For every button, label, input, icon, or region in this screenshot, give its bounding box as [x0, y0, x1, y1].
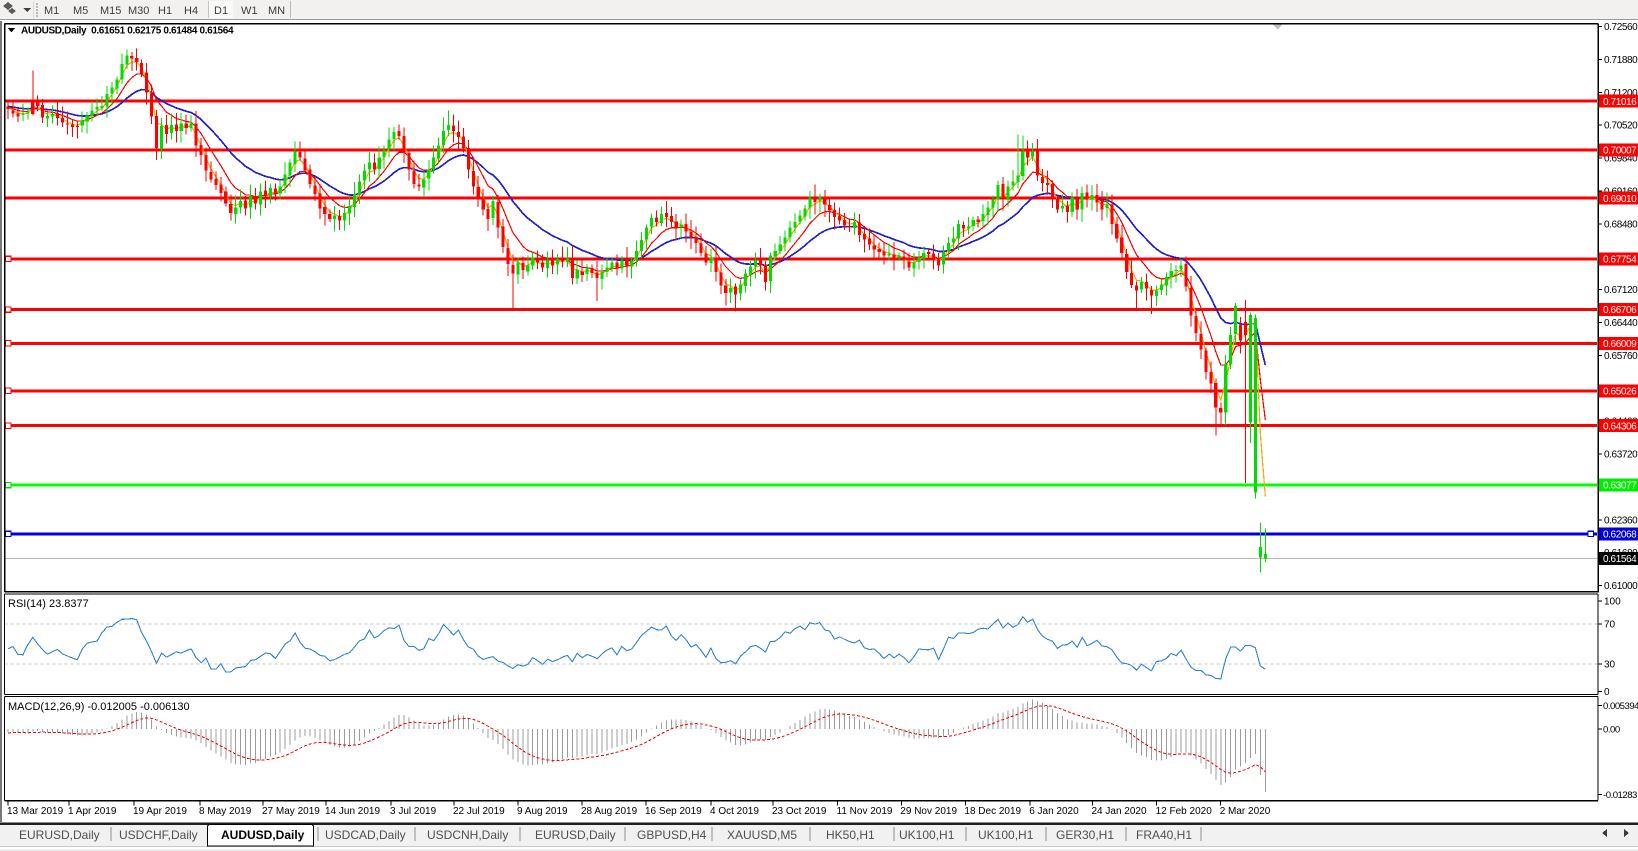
svg-text:4 Oct 2019: 4 Oct 2019 [710, 806, 759, 817]
svg-text:18 Dec 2019: 18 Dec 2019 [964, 806, 1021, 817]
svg-text:FRA40,H1: FRA40,H1 [1136, 828, 1192, 842]
svg-text:M30: M30 [128, 5, 149, 17]
svg-text:0.65760: 0.65760 [1604, 351, 1638, 362]
svg-text:0.62068: 0.62068 [1603, 530, 1637, 541]
svg-text:12 Feb 2020: 12 Feb 2020 [1156, 806, 1213, 817]
svg-text:GER30,H1: GER30,H1 [1056, 828, 1114, 842]
svg-text:0.67120: 0.67120 [1604, 285, 1638, 296]
svg-text:0.61000: 0.61000 [1604, 581, 1638, 592]
svg-text:3 Jul 2019: 3 Jul 2019 [390, 806, 437, 817]
svg-text:16 Sep 2019: 16 Sep 2019 [645, 806, 702, 817]
svg-text:0.71200: 0.71200 [1604, 88, 1638, 99]
svg-text:2 Mar 2020: 2 Mar 2020 [1220, 806, 1271, 817]
svg-text:6 Jan 2020: 6 Jan 2020 [1029, 806, 1079, 817]
svg-text:0.63720: 0.63720 [1604, 450, 1638, 461]
svg-text:EURUSD,Daily: EURUSD,Daily [535, 828, 616, 842]
svg-text:30: 30 [1604, 660, 1616, 671]
svg-text:0.005394: 0.005394 [1603, 701, 1638, 712]
svg-text:0.67754: 0.67754 [1603, 255, 1637, 266]
svg-text:0.72560: 0.72560 [1604, 22, 1638, 33]
svg-text:0.64306: 0.64306 [1603, 421, 1637, 432]
svg-text:M5: M5 [73, 5, 88, 17]
svg-text:8 May 2019: 8 May 2019 [199, 806, 252, 817]
svg-text:14 Jun 2019: 14 Jun 2019 [325, 806, 380, 817]
svg-text:0.70007: 0.70007 [1603, 146, 1637, 157]
svg-text:22 Jul 2019: 22 Jul 2019 [453, 806, 505, 817]
svg-text:AUDUSD,Daily 0.61651 0.62175: AUDUSD,Daily 0.61651 0.62175 0.61484 0.6… [21, 26, 234, 37]
svg-text:UK100,H1: UK100,H1 [899, 828, 955, 842]
svg-text:27 May 2019: 27 May 2019 [262, 806, 320, 817]
svg-text:0: 0 [1604, 687, 1610, 698]
svg-text:0.70520: 0.70520 [1604, 121, 1638, 132]
svg-text:28 Aug 2019: 28 Aug 2019 [581, 806, 638, 817]
svg-text:MACD(12,26,9) -0.012005 -0.006: MACD(12,26,9) -0.012005 -0.006130 [8, 701, 190, 713]
svg-text:H4: H4 [184, 5, 198, 17]
svg-text:H1: H1 [158, 5, 172, 17]
svg-text:0.00: 0.00 [1603, 725, 1620, 736]
svg-text:100: 100 [1604, 597, 1621, 608]
svg-text:XAUUSD,M5: XAUUSD,M5 [727, 828, 797, 842]
svg-text:USDCAD,Daily: USDCAD,Daily [325, 828, 406, 842]
svg-text:USDCHF,Daily: USDCHF,Daily [119, 828, 198, 842]
svg-text:MN: MN [268, 5, 285, 17]
svg-text:M15: M15 [100, 5, 121, 17]
svg-text:0.65026: 0.65026 [1603, 386, 1637, 397]
svg-text:19 Apr 2019: 19 Apr 2019 [133, 806, 187, 817]
svg-text:9 Aug 2019: 9 Aug 2019 [517, 806, 568, 817]
svg-text:70: 70 [1604, 620, 1616, 631]
svg-text:0.62360: 0.62360 [1604, 515, 1638, 526]
svg-text:0.63077: 0.63077 [1603, 481, 1637, 492]
svg-text:0.69010: 0.69010 [1603, 194, 1637, 205]
svg-text:1 Apr 2019: 1 Apr 2019 [68, 806, 117, 817]
svg-text:RSI(14) 23.8377: RSI(14) 23.8377 [8, 598, 89, 610]
svg-text:13 Mar 2019: 13 Mar 2019 [7, 806, 64, 817]
svg-text:24 Jan 2020: 24 Jan 2020 [1092, 806, 1147, 817]
svg-text:GBPUSD,H4: GBPUSD,H4 [637, 828, 707, 842]
svg-text:D1: D1 [214, 5, 228, 17]
svg-text:0.66009: 0.66009 [1603, 339, 1637, 350]
svg-text:23 Oct 2019: 23 Oct 2019 [772, 806, 827, 817]
svg-text:0.66440: 0.66440 [1604, 318, 1638, 329]
svg-text:AUDUSD,Daily: AUDUSD,Daily [221, 828, 305, 842]
svg-text:UK100,H1: UK100,H1 [978, 828, 1034, 842]
svg-text:0.68480: 0.68480 [1604, 219, 1638, 230]
svg-text:0.66706: 0.66706 [1603, 305, 1637, 316]
svg-text:M1: M1 [44, 5, 59, 17]
svg-text:0.69840: 0.69840 [1604, 154, 1638, 165]
svg-text:HK50,H1: HK50,H1 [826, 828, 875, 842]
svg-text:EURUSD,Daily: EURUSD,Daily [19, 828, 100, 842]
svg-text:11 Nov 2019: 11 Nov 2019 [837, 806, 893, 817]
svg-text:0.71016: 0.71016 [1603, 97, 1637, 108]
svg-text:USDCNH,Daily: USDCNH,Daily [427, 828, 508, 842]
svg-text:0.71880: 0.71880 [1604, 55, 1638, 66]
svg-text:0.61564: 0.61564 [1603, 554, 1637, 565]
svg-text:-0.01283: -0.01283 [1603, 790, 1637, 801]
svg-text:29 Nov 2019: 29 Nov 2019 [900, 806, 957, 817]
svg-text:W1: W1 [241, 5, 258, 17]
